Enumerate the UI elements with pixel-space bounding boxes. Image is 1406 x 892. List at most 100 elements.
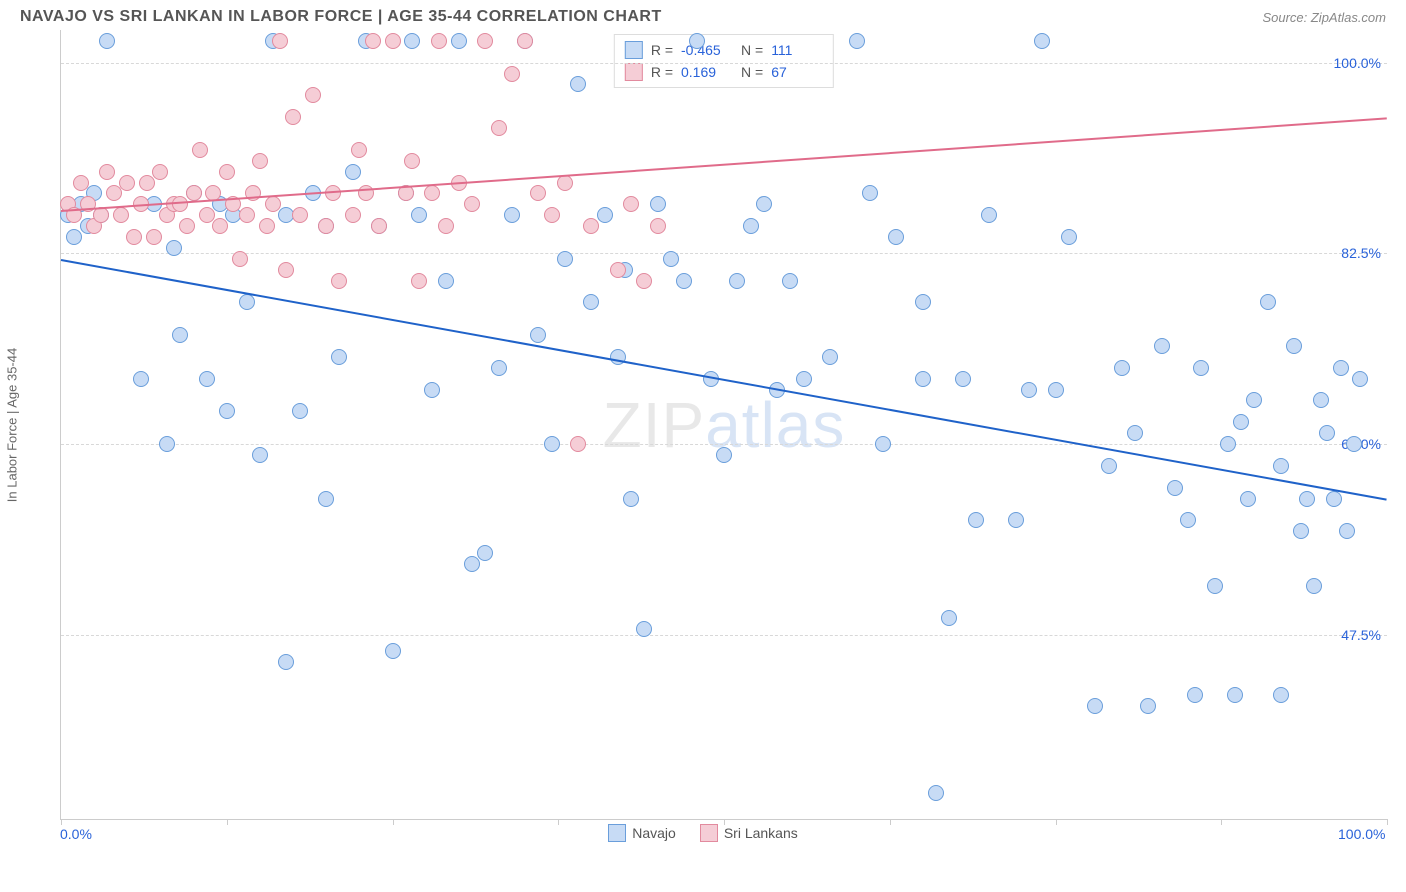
data-point [491, 360, 507, 376]
x-tick [890, 819, 891, 825]
data-point [219, 403, 235, 419]
data-point [159, 436, 175, 452]
data-point [981, 207, 997, 223]
data-point [424, 185, 440, 201]
data-point [1087, 698, 1103, 714]
gridline [61, 253, 1387, 254]
data-point [928, 785, 944, 801]
legend-label: Navajo [632, 825, 676, 841]
data-point [318, 218, 334, 234]
data-point [172, 196, 188, 212]
legend-item: Navajo [608, 824, 676, 842]
data-point [404, 153, 420, 169]
data-point [438, 218, 454, 234]
data-point [1326, 491, 1342, 507]
data-point [477, 33, 493, 49]
data-point [464, 556, 480, 572]
x-tick [61, 819, 62, 825]
data-point [239, 207, 255, 223]
data-point [941, 610, 957, 626]
data-point [477, 545, 493, 561]
data-point [331, 349, 347, 365]
data-point [126, 229, 142, 245]
legend-item: Sri Lankans [700, 824, 798, 842]
data-point [252, 153, 268, 169]
data-point [119, 175, 135, 191]
data-point [166, 240, 182, 256]
data-point [146, 229, 162, 245]
data-point [199, 371, 215, 387]
data-point [179, 218, 195, 234]
data-point [424, 382, 440, 398]
data-point [186, 185, 202, 201]
data-point [1207, 578, 1223, 594]
data-point [106, 185, 122, 201]
data-point [431, 33, 447, 49]
data-point [1352, 371, 1368, 387]
data-point [152, 164, 168, 180]
data-point [1167, 480, 1183, 496]
x-tick [558, 819, 559, 825]
data-point [1034, 33, 1050, 49]
data-point [1180, 512, 1196, 528]
data-point [888, 229, 904, 245]
data-point [955, 371, 971, 387]
data-point [915, 294, 931, 310]
data-point [66, 229, 82, 245]
source-name: ZipAtlas.com [1311, 10, 1386, 25]
plot-area: ZIPatlas R =-0.465N =111R =0.169N =67 47… [60, 30, 1387, 820]
x-label-min: 0.0% [60, 826, 92, 842]
chart-area: In Labor Force | Age 35-44 ZIPatlas R =-… [20, 30, 1386, 820]
legend-swatch [700, 824, 718, 842]
gridline [61, 635, 1387, 636]
data-point [1299, 491, 1315, 507]
data-point [259, 218, 275, 234]
data-point [597, 207, 613, 223]
data-point [504, 66, 520, 82]
data-point [796, 371, 812, 387]
data-point [438, 273, 454, 289]
stat-label-r: R = [651, 39, 673, 61]
data-point [623, 491, 639, 507]
data-point [915, 371, 931, 387]
data-point [1273, 687, 1289, 703]
data-point [252, 447, 268, 463]
data-point [331, 273, 347, 289]
data-point [411, 273, 427, 289]
data-point [464, 196, 480, 212]
data-point [544, 436, 560, 452]
data-point [676, 273, 692, 289]
data-point [404, 33, 420, 49]
data-point [570, 436, 586, 452]
data-point [610, 262, 626, 278]
data-point [517, 33, 533, 49]
data-point [1260, 294, 1276, 310]
data-point [530, 327, 546, 343]
y-axis-label: In Labor Force | Age 35-44 [5, 348, 20, 502]
x-tick [1056, 819, 1057, 825]
data-point [743, 218, 759, 234]
data-point [278, 262, 294, 278]
x-tick [227, 819, 228, 825]
data-point [1346, 436, 1362, 452]
data-point [99, 164, 115, 180]
stat-value-r: 0.169 [681, 61, 733, 83]
stats-row: R =-0.465N =111 [625, 39, 823, 61]
data-point [1273, 458, 1289, 474]
stat-value-n: 111 [771, 39, 823, 61]
data-point [325, 185, 341, 201]
data-point [318, 491, 334, 507]
stats-row: R =0.169N =67 [625, 61, 823, 83]
y-tick-label: 47.5% [1341, 627, 1381, 643]
data-point [504, 207, 520, 223]
data-point [1306, 578, 1322, 594]
data-point [544, 207, 560, 223]
x-label-max: 100.0% [1338, 826, 1385, 842]
data-point [451, 33, 467, 49]
data-point [1061, 229, 1077, 245]
stat-label-n: N = [741, 61, 763, 83]
data-point [1339, 523, 1355, 539]
y-tick-label: 82.5% [1341, 245, 1381, 261]
data-point [1021, 382, 1037, 398]
legend: Navajo Sri Lankans [0, 820, 1406, 842]
